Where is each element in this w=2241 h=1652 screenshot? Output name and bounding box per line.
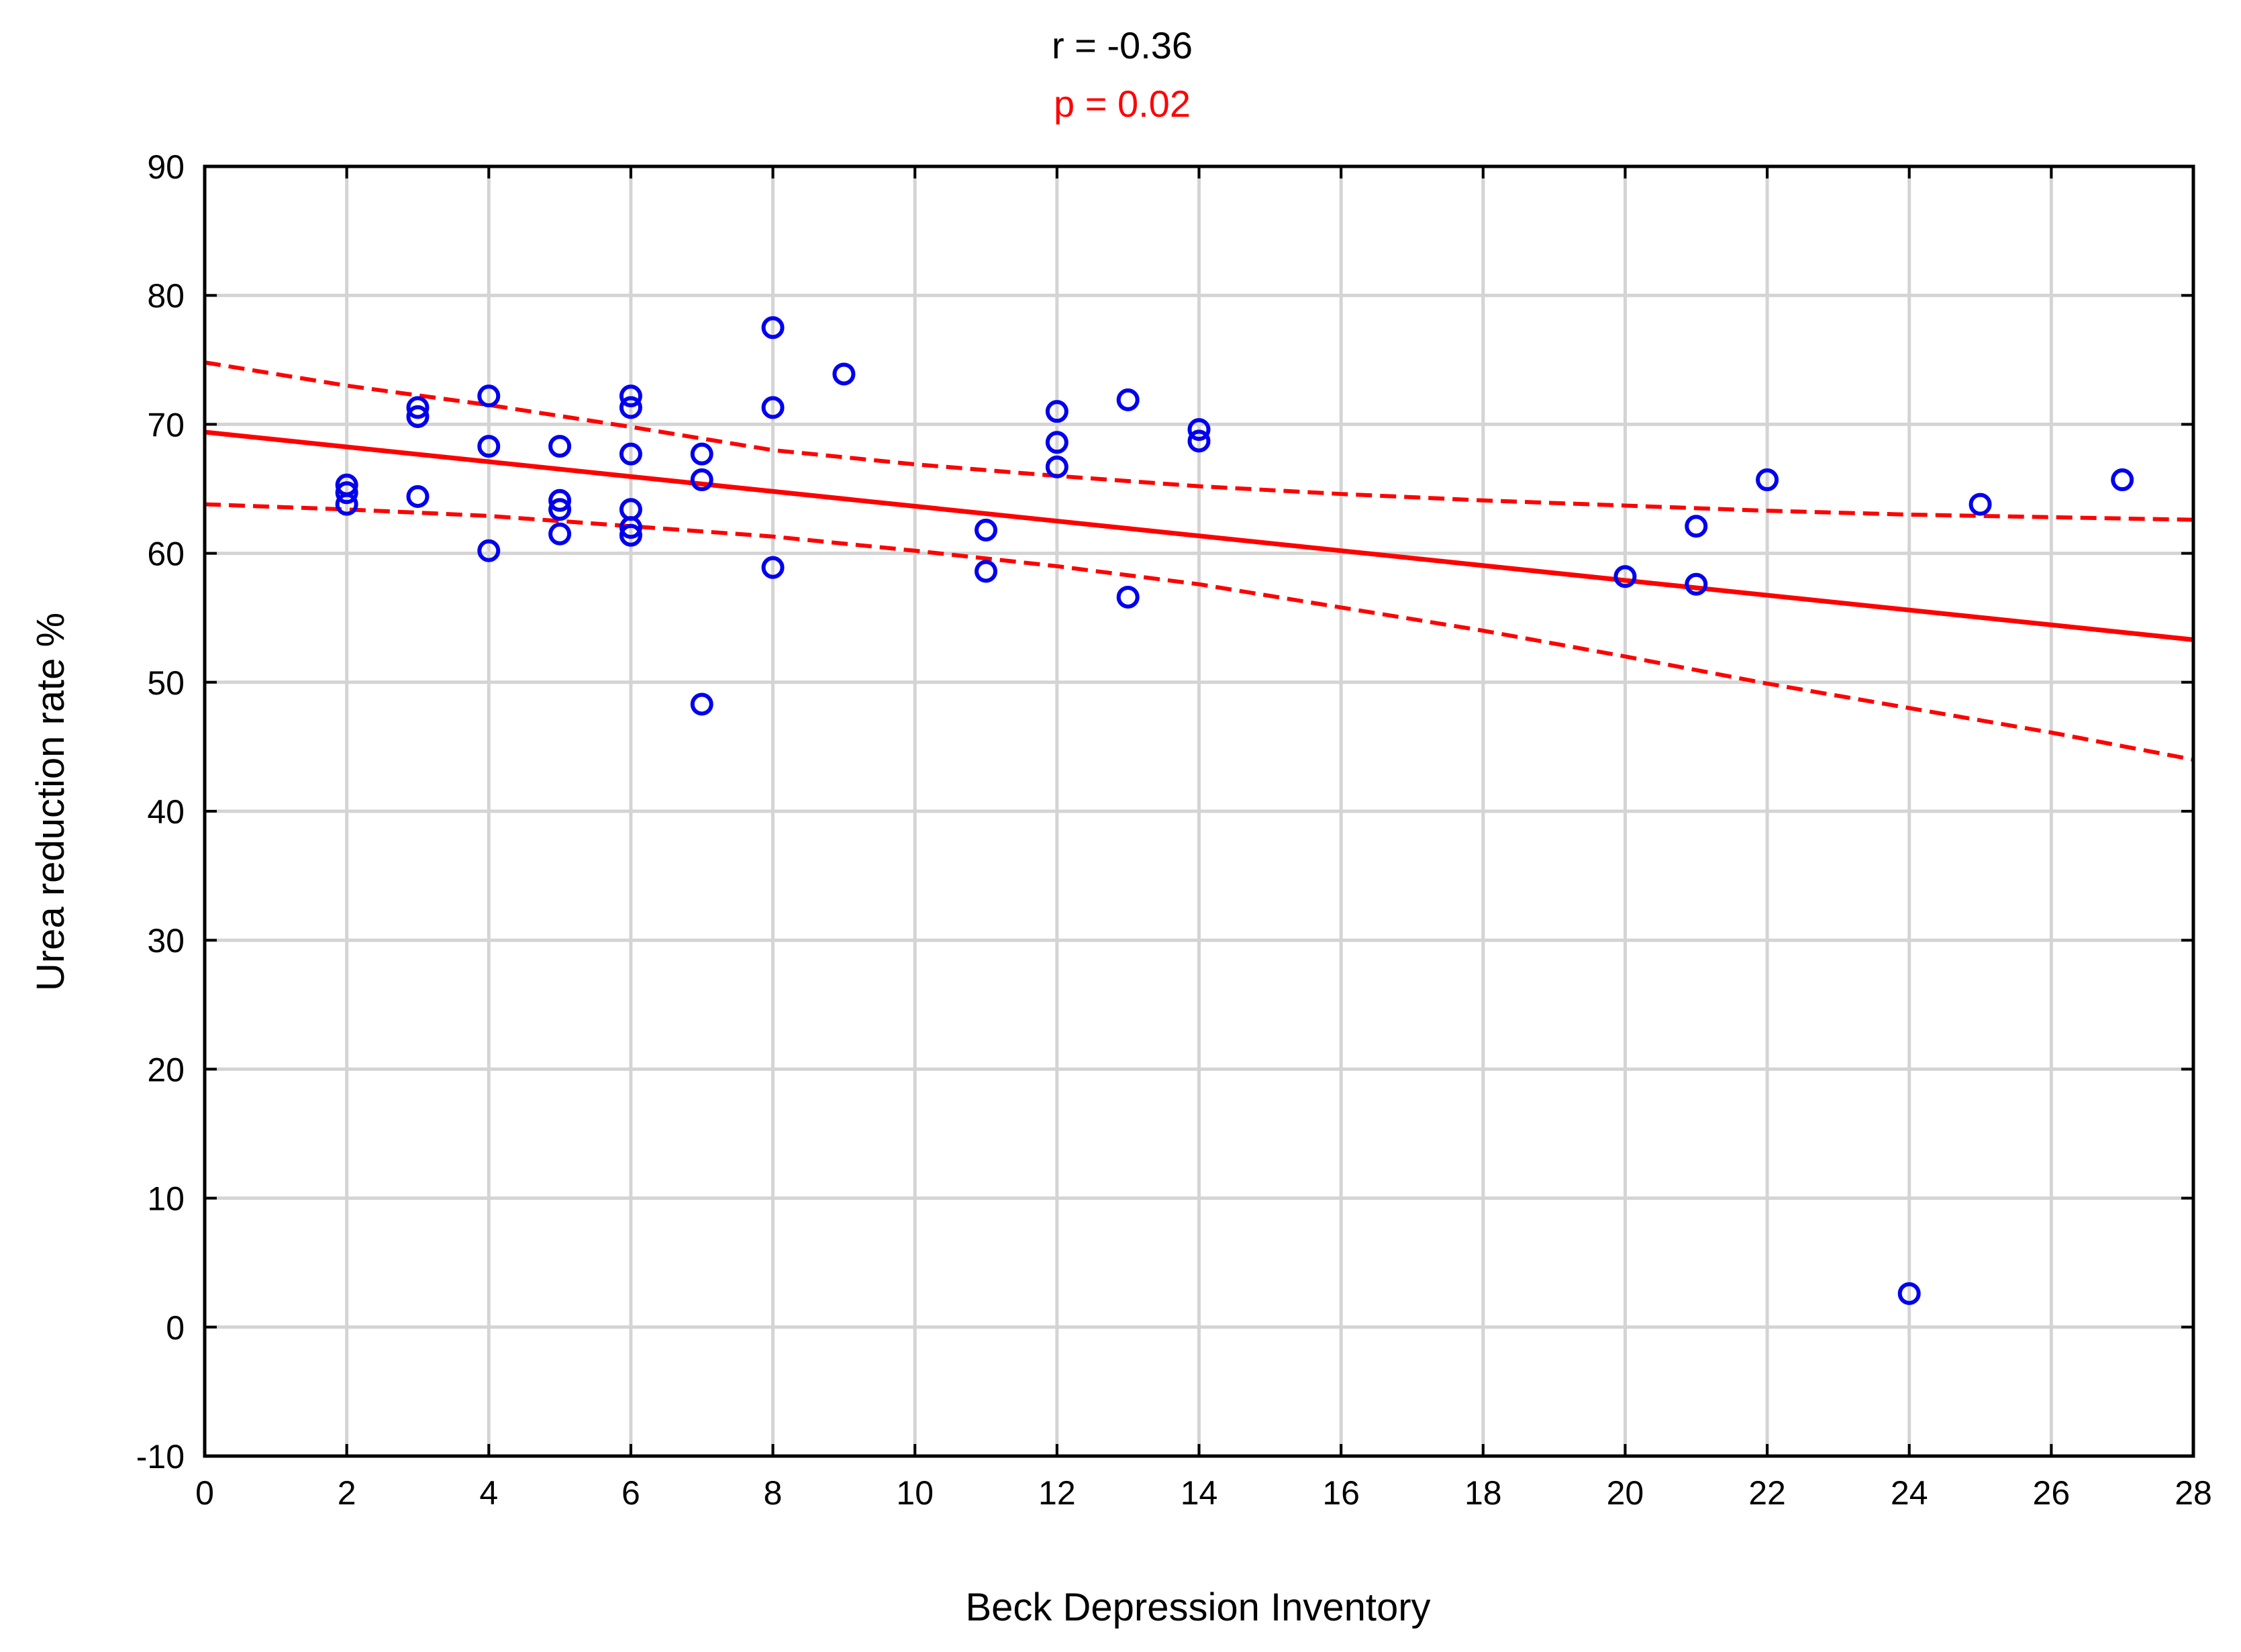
data-point [477, 435, 501, 458]
plot-frame [203, 164, 2195, 1458]
correlation-r-label: r = -0.36 [1052, 24, 1193, 66]
data-point [548, 488, 572, 512]
y-tick-label: 0 [166, 1309, 185, 1347]
regression-line [204, 429, 2194, 642]
data-points [335, 316, 2134, 1305]
x-tick-label: 12 [1038, 1474, 1076, 1512]
x-tick-label: 2 [338, 1474, 356, 1512]
x-tick-label: 22 [1748, 1474, 1786, 1512]
data-point [477, 539, 501, 562]
y-tick-label: -10 [136, 1438, 185, 1476]
y-tick-label: 70 [147, 406, 185, 444]
data-point [1116, 585, 1140, 609]
x-tick-label: 24 [1891, 1474, 1928, 1512]
data-point [406, 396, 430, 419]
data-point [548, 498, 572, 521]
y-tick-label: 60 [147, 535, 185, 573]
confidence-bands [204, 360, 2194, 762]
data-point [619, 523, 642, 547]
data-point [619, 442, 642, 466]
data-point [1613, 565, 1637, 588]
x-tick-label: 8 [764, 1474, 783, 1512]
y-tick-label: 50 [147, 664, 185, 702]
data-point [1685, 572, 1708, 596]
y-axis-title: Urea reduction rate % [29, 613, 72, 991]
data-point [335, 493, 358, 516]
data-point [548, 435, 572, 458]
x-tick-label: 10 [896, 1474, 934, 1512]
x-tick-label: 16 [1322, 1474, 1360, 1512]
data-point [335, 481, 358, 505]
data-point [1685, 515, 1708, 538]
data-point [690, 468, 713, 492]
data-point [761, 556, 785, 579]
confidence-band-upper [204, 360, 2194, 522]
data-point [2111, 468, 2134, 492]
data-point [619, 396, 642, 419]
data-point [761, 316, 785, 340]
x-tick-label: 18 [1464, 1474, 1502, 1512]
data-point [548, 522, 572, 546]
regression-layer [204, 429, 2194, 642]
x-tick-label: 0 [195, 1474, 214, 1512]
data-point [1969, 493, 1992, 516]
data-point [1045, 431, 1068, 454]
x-tick-label: 28 [2175, 1474, 2212, 1512]
x-tick-label: 4 [479, 1474, 498, 1512]
x-tick-label: 14 [1181, 1474, 1218, 1512]
axes [203, 164, 2195, 1458]
y-tick-label: 20 [147, 1051, 185, 1088]
y-tick-label: 30 [147, 922, 185, 960]
data-point [406, 485, 430, 509]
data-point [690, 692, 713, 716]
data-point [975, 519, 998, 542]
data-point [619, 516, 642, 539]
data-point [1116, 388, 1140, 411]
data-point [1187, 429, 1211, 453]
data-point [1045, 400, 1068, 423]
y-tick-label: 80 [147, 277, 185, 315]
data-point [1897, 1282, 1921, 1305]
y-tick-label: 10 [147, 1180, 185, 1218]
data-point [406, 405, 430, 428]
x-tick-label: 6 [621, 1474, 640, 1512]
y-tick-label: 40 [147, 793, 185, 831]
data-point [832, 362, 856, 386]
data-point [619, 384, 642, 408]
data-point [1756, 468, 1779, 492]
x-tick-label: 20 [1607, 1474, 1644, 1512]
data-point [975, 560, 998, 583]
data-point [1187, 418, 1211, 442]
data-point [1045, 455, 1068, 478]
x-tick-label: 26 [2033, 1474, 2071, 1512]
tick-labels: 0 2 4 6 8 10 12 14 16 18 20 22 24 26 28-10010203040506… [136, 148, 2212, 1512]
grid-lines [205, 166, 2193, 1456]
y-tick-label: 90 [147, 148, 185, 186]
x-axis-title: Beck Depression Inventory [965, 1586, 1430, 1629]
data-point [690, 442, 713, 466]
confidence-band-lower [204, 502, 2194, 762]
p-value-label: p = 0.02 [1054, 83, 1191, 125]
data-point [477, 384, 501, 408]
data-point [761, 396, 785, 419]
